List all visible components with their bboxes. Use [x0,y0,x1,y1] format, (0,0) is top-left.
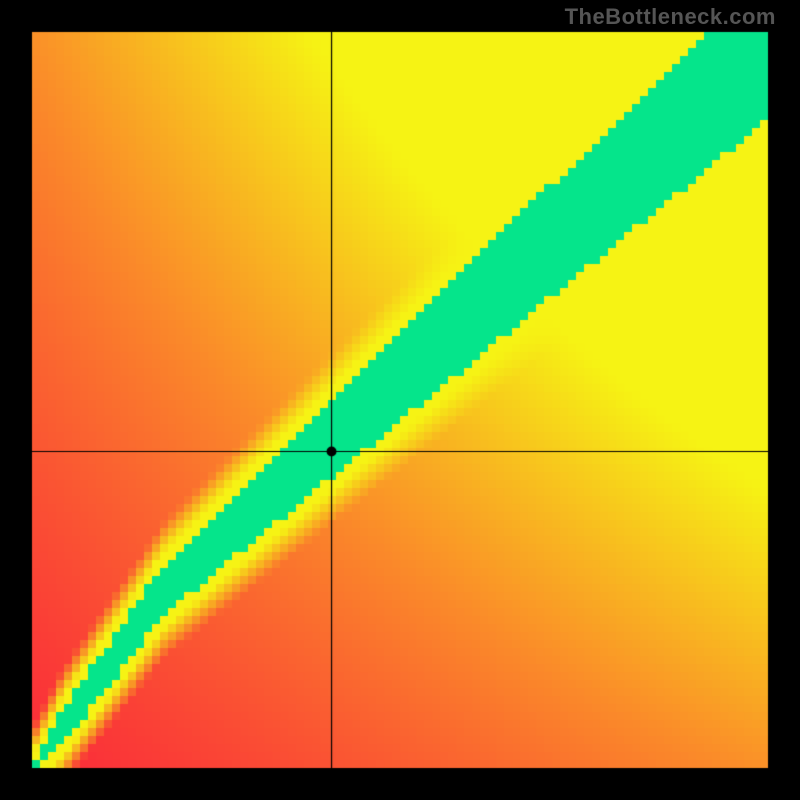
watermark-text: TheBottleneck.com [565,4,776,30]
bottleneck-heatmap [0,0,800,800]
